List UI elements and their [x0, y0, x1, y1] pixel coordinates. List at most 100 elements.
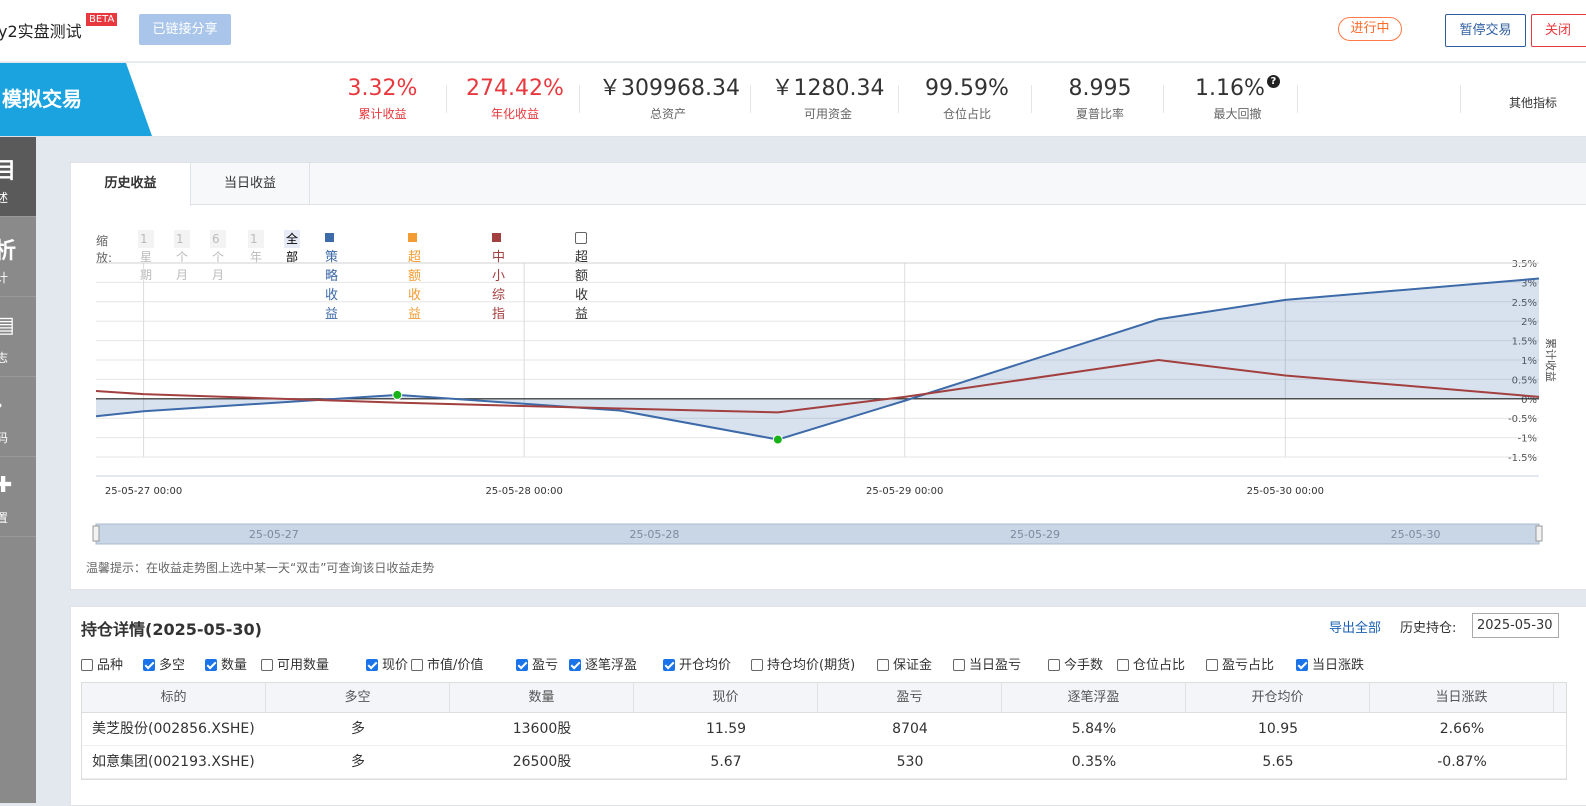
table-row[interactable]: 美芝股份(002856.XSHE) 多 13600股 11.59 8704 5.… [82, 713, 1566, 746]
zoom-6month-button[interactable]: 6个月 [210, 230, 226, 282]
column-option[interactable]: 现价 [366, 654, 408, 673]
sidebar-item-overview[interactable]: 目 述 [0, 137, 36, 217]
close-button[interactable]: 关闭 [1531, 14, 1586, 47]
sidebar-item-log[interactable]: ▤ 志 [0, 297, 36, 377]
zoom-1week-button[interactable]: 1星期 [138, 230, 154, 282]
metrics-bar: 模拟交易 3.32% 累计收益 274.42% 年化收益 ￥309968.34 … [0, 63, 1586, 137]
pause-trading-button[interactable]: 暂停交易 [1445, 14, 1526, 47]
checkbox[interactable] [1117, 659, 1129, 671]
column-header-direction[interactable]: 多空 [266, 683, 450, 713]
cell-quantity: 13600股 [512, 721, 572, 737]
help-icon[interactable]: ? [1266, 75, 1280, 88]
other-metrics-toggle[interactable]: 其他指标 [1509, 96, 1558, 110]
metric-divider [1460, 85, 1461, 113]
navigator-left-handle [92, 525, 100, 542]
checkbox[interactable] [663, 659, 675, 671]
legend-strategy-returns[interactable]: 策略收益 [325, 231, 338, 322]
checkbox[interactable] [1206, 659, 1218, 671]
column-option-label: 开仓均价 [679, 658, 732, 673]
strategy-area [96, 278, 1539, 440]
column-option[interactable]: 逐笔浮盈 [569, 654, 637, 673]
checkbox[interactable] [751, 659, 763, 671]
column-header-daily-change[interactable]: 当日涨跌 [1370, 683, 1554, 713]
sidebar-item-label: 述 [0, 191, 9, 205]
column-header-symbol[interactable]: 标的 [82, 683, 266, 713]
column-option[interactable]: 开仓均价 [663, 654, 731, 673]
y-tick-label: -1% [1518, 434, 1537, 445]
column-option-label: 现价 [382, 658, 409, 673]
cell-pnl: 530 [896, 754, 924, 770]
checkbox[interactable] [205, 659, 217, 671]
settings-icon: ✚ [0, 473, 13, 498]
checkbox[interactable] [953, 659, 965, 671]
export-all-link[interactable]: 导出全部 [1329, 621, 1382, 636]
checkbox[interactable] [411, 659, 423, 671]
checkbox[interactable] [516, 659, 528, 671]
column-option[interactable]: 当日盈亏 [953, 654, 1021, 673]
column-option[interactable]: 可用数量 [261, 654, 329, 673]
column-option[interactable]: 数量 [205, 654, 247, 673]
checkbox[interactable] [143, 659, 155, 671]
column-header-price[interactable]: 现价 [634, 683, 818, 713]
checkbox[interactable] [1296, 659, 1308, 671]
trade-marker [392, 389, 403, 400]
zoom-all-button[interactable]: 全部 [284, 230, 301, 264]
returns-chart[interactable]: 3.5% 3% 2.5% 2% 1.5% 1% 0.5% 0% -0.5% -1% -1.5% 25-… [71, 163, 1586, 553]
column-option[interactable]: 持仓均价(期货) [751, 654, 855, 673]
metric-label: 累计收益 [358, 107, 407, 121]
column-header-open-avg[interactable]: 开仓均价 [1186, 683, 1370, 713]
legend-excess-returns[interactable]: 超额收益 [408, 231, 421, 322]
metric-divider [1163, 85, 1164, 113]
zoom-1year-button[interactable]: 1年 [248, 230, 264, 264]
y-tick-label: 1.5% [1512, 337, 1537, 348]
column-option[interactable]: 仓位占比 [1117, 654, 1185, 673]
tab-daily-returns[interactable]: 当日收益 [191, 163, 310, 205]
legend-benchmark-index[interactable]: 中小综指 [492, 231, 505, 322]
checkbox[interactable] [877, 659, 889, 671]
column-option-label: 多空 [159, 658, 186, 673]
checkbox[interactable] [81, 659, 93, 671]
overview-icon: 目 [0, 159, 17, 184]
excess-returns-toggle[interactable]: 超额收益 [575, 231, 591, 322]
column-header-pnl[interactable]: 盈亏 [818, 683, 1002, 713]
checkbox[interactable] [261, 659, 273, 671]
metric-value: 8.995 [1068, 76, 1132, 101]
column-option[interactable]: 当日涨跌 [1296, 654, 1364, 673]
cell-pnl: 8704 [892, 721, 928, 737]
checkbox[interactable] [366, 659, 378, 671]
metric-label: 最大回撤 [1213, 107, 1262, 121]
column-option[interactable]: 盈亏 [516, 654, 558, 673]
navigator-right-handle [1535, 525, 1543, 542]
metric-total-assets: ￥309968.34 总资产 [599, 75, 740, 122]
table-header: 标的 多空 数量 现价 盈亏 逐笔浮盈 开仓均价 当日涨跌 [82, 683, 1566, 713]
column-option[interactable]: 盈亏占比 [1206, 654, 1274, 673]
table-row[interactable]: 如意集团(002193.XSHE) 多 26500股 5.67 530 0.35… [82, 746, 1566, 779]
history-positions-label: 历史持仓: [1400, 621, 1457, 636]
sidebar-item-stats[interactable]: 析 计 [0, 217, 36, 297]
tab-history-returns[interactable]: 历史收益 [71, 163, 191, 206]
active-indicator [30, 170, 36, 182]
column-option[interactable]: 今手数 [1048, 654, 1103, 673]
cell-price: 5.67 [710, 754, 742, 770]
sidebar-item-label: 志 [0, 351, 9, 365]
history-date-input[interactable]: 2025-05-30 [1472, 613, 1559, 638]
checkbox[interactable] [569, 659, 581, 671]
sidebar-item-code[interactable]: › 码 [0, 377, 36, 457]
column-option[interactable]: 市值/价值 [411, 654, 483, 673]
share-link-button[interactable]: 已链接分享 [139, 14, 231, 45]
y-tick-label: 0.5% [1512, 375, 1537, 386]
column-option[interactable]: 品种 [81, 654, 123, 673]
column-header-quantity[interactable]: 数量 [450, 683, 634, 713]
zoom-1month-button[interactable]: 1个月 [174, 230, 190, 282]
column-option-label: 仓位占比 [1133, 658, 1186, 673]
column-option-label: 盈亏占比 [1222, 658, 1275, 673]
checkbox[interactable] [575, 232, 587, 244]
column-header-trade-float[interactable]: 逐笔浮盈 [1002, 683, 1186, 713]
column-option-label: 市值/价值 [427, 658, 484, 673]
checkbox[interactable] [1048, 659, 1060, 671]
column-option[interactable]: 多空 [143, 654, 185, 673]
y-tick-label: -1.5% [1508, 453, 1537, 464]
benchmark-index-line [95, 358, 1540, 414]
sidebar-item-settings[interactable]: ✚ 置 [0, 457, 36, 537]
column-option[interactable]: 保证金 [877, 654, 932, 673]
